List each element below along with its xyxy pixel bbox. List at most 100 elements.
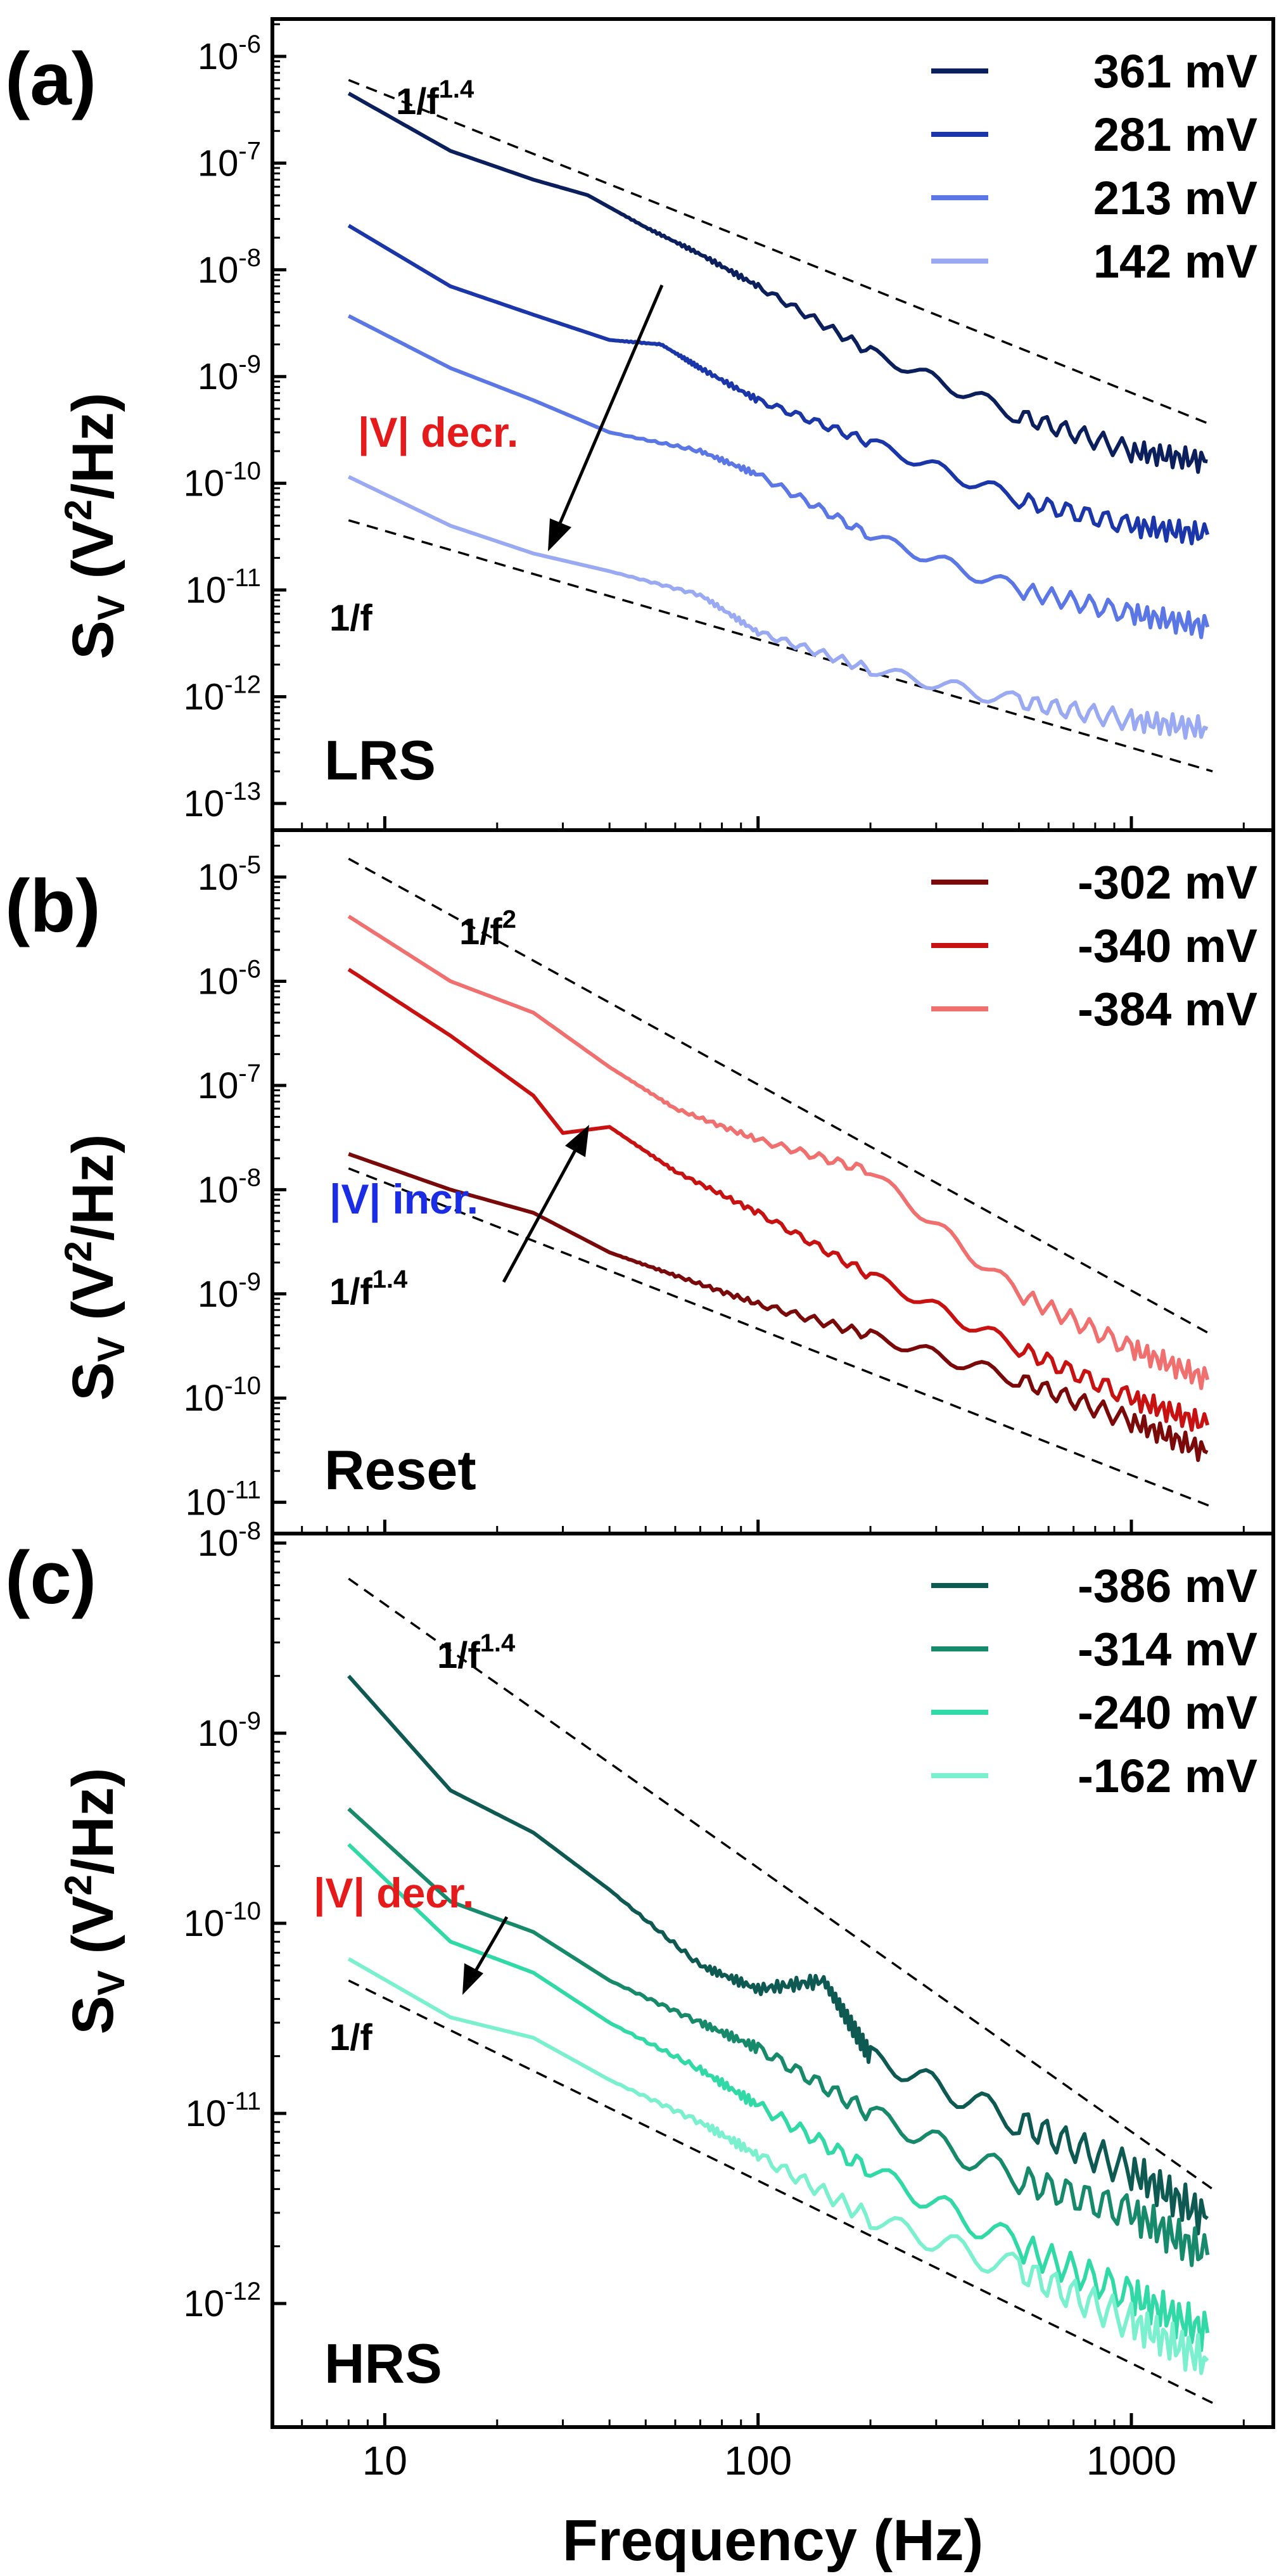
panel-a-ytick-label: 10-7 (198, 137, 261, 184)
legend-label: -386 mV (1078, 1560, 1257, 1612)
panel-a-state-label: LRS (324, 729, 436, 791)
panel-b-ytick-label: 10-11 (186, 1477, 261, 1523)
reference-line (348, 519, 1213, 772)
panel-b-legend: -302 mV -340 mV -384 mV (931, 856, 1257, 1035)
panel-a: (a) SV (V2/Hz) 10-6 10-7 10-8 10-9 10-10 10-1… (5, 17, 1275, 832)
panel-a-ylabel-unit-sup: 2 (57, 499, 99, 520)
panel-a-ytick-label: 10-13 (184, 778, 261, 824)
panel-b-ytick-label: 10-6 (198, 955, 261, 1002)
panel-b-ytick-label: 10-8 (198, 1163, 261, 1210)
panel-a-ylabel-main: S (61, 620, 125, 659)
panel-c-reference-lines (348, 1577, 1214, 2404)
panel-a-annotation: |V| decr. (358, 409, 518, 457)
legend-label: -240 mV (1078, 1686, 1257, 1739)
panel-a-ref-upper-label: 1/f1.4 (396, 75, 474, 122)
panel-b-ylabel-unit-pre: (V (61, 1262, 125, 1337)
panel-c-letter: (c) (5, 1536, 96, 1620)
legend-label: 281 mV (1093, 108, 1257, 161)
panel-c-annotation: |V| decr. (314, 1869, 474, 1918)
panel-c-annotation-arrowhead (462, 1963, 483, 1995)
reference-line (348, 1577, 1214, 2190)
legend-label: -340 mV (1078, 920, 1257, 972)
panel-b-ref-upper-label: 1/f2 (459, 906, 516, 952)
panel-c-ytick-label: 10-9 (198, 1707, 261, 1754)
series-line--302-mV (348, 1152, 1209, 1463)
x-tick-label: 10 (362, 2438, 407, 2483)
series-line-361-mV (347, 91, 1208, 474)
panel-c-ylabel-main: S (61, 1996, 125, 2034)
series-line--384-mV (347, 914, 1210, 1390)
panel-c-ytick-label: 10-12 (184, 2278, 261, 2324)
panel-b-annotation: |V| incr. (329, 1176, 478, 1224)
panel-c-series (347, 1674, 1210, 2375)
legend-label: 142 mV (1093, 235, 1257, 288)
reference-line (348, 79, 1213, 426)
panel-c-ytick-label: 10-10 (184, 1897, 261, 1944)
panel-a-ylabel: SV (V2/Hz) (57, 393, 132, 660)
legend-label: -314 mV (1078, 1623, 1257, 1676)
panel-a-yticks: 10-6 10-7 10-8 10-9 10-10 10-11 10-12 10-13 (184, 23, 286, 824)
panel-c-annotation-arrow (472, 1916, 509, 1975)
panel-a-annotation-arrow (556, 285, 664, 530)
panel-a-ytick-label: 10-10 (184, 458, 261, 504)
x-tick-label: 100 (724, 2438, 792, 2483)
legend-label: 213 mV (1093, 172, 1257, 224)
panel-a-ylabel-unit-pre: (V (61, 521, 125, 596)
panel-a-reference-lines (348, 79, 1213, 772)
series-line-281-mV (347, 224, 1210, 546)
panel-c: (c) SV (V2/Hz) 10-8 10-9 10-10 10-11 10-12 -… (5, 1517, 1275, 2429)
svg-text:SV (V2/Hz): SV (V2/Hz) (57, 1134, 132, 1401)
panel-b-xtickmarks (271, 1520, 1245, 1534)
panel-c-ylabel: SV (V2/Hz) (57, 1768, 132, 2035)
series-line--314-mV (347, 1807, 1210, 2267)
panel-a-ytick-label: 10-11 (186, 564, 261, 611)
panel-c-ytick-label: 10-8 (198, 1517, 261, 1564)
panel-b-ytick-label: 10-9 (198, 1268, 261, 1315)
panel-b: (b) SV (V2/Hz) 10-5 10-6 10-7 10-8 10-9 10-10… (5, 828, 1275, 1535)
legend-label: -302 mV (1078, 856, 1257, 909)
panel-b-reference-lines (348, 857, 1213, 1508)
panel-a-ytick-label: 10-6 (198, 30, 261, 77)
panel-b-ytick-label: 10-10 (184, 1372, 261, 1419)
panel-a-ref-lower-label: 1/f (329, 598, 372, 639)
panel-a-annotation-arrowhead (548, 518, 571, 551)
panel-b-ylabel-main: S (61, 1362, 125, 1400)
svg-text:SV (V2/Hz): SV (V2/Hz) (57, 393, 132, 660)
series-line--340-mV (347, 968, 1210, 1432)
legend-label: 361 mV (1093, 45, 1257, 98)
series-line--240-mV (347, 1843, 1210, 2352)
panel-a-ylabel-unit-post: /Hz) (61, 393, 125, 500)
panel-c-ylabel-sub: V (90, 1970, 132, 1996)
panel-c-yticks: 10-8 10-9 10-10 10-11 10-12 (184, 1517, 286, 2324)
panel-a-legend: 361 mV 281 mV 213 mV 142 mV (931, 45, 1257, 288)
panel-b-ytick-label: 10-7 (198, 1060, 261, 1106)
panel-c-ytick-label: 10-11 (186, 2087, 261, 2134)
x-axis-label: Frequency (Hz) (563, 2508, 984, 2573)
x-tick-labels: 10 100 1000 (362, 2438, 1176, 2483)
reference-line (348, 1167, 1213, 1508)
panel-b-ref-lower-label: 1/f1.4 (329, 1266, 408, 1312)
series-line-213-mV (347, 314, 1210, 639)
series-line--386-mV (347, 1674, 1209, 2236)
panel-c-ref-upper-label: 1/f1.4 (437, 1629, 516, 1676)
legend-label: -162 mV (1078, 1750, 1257, 1802)
panel-a-ytick-label: 10-8 (198, 244, 261, 291)
panel-b-ytick-label: 10-5 (198, 851, 261, 898)
x-tick-label: 1000 (1086, 2438, 1176, 2483)
panel-c-state-label: HRS (324, 2332, 442, 2395)
panel-b-letter: (b) (5, 864, 101, 948)
panel-a-ylabel-sub: V (90, 595, 132, 620)
panel-c-ylabel-unit-sup: 2 (57, 1874, 99, 1895)
panel-a-ytick-label: 10-9 (198, 350, 261, 397)
panel-a-letter: (a) (5, 37, 96, 121)
reference-line (348, 1979, 1213, 2404)
panel-a-ytick-label: 10-12 (184, 670, 261, 717)
panel-c-ylabel-unit-pre: (V (61, 1896, 125, 1971)
svg-text:SV (V2/Hz): SV (V2/Hz) (57, 1768, 132, 2035)
series-line--162-mV (347, 1957, 1209, 2375)
panel-b-annotation-arrow (502, 1144, 580, 1283)
panel-b-ylabel: SV (V2/Hz) (57, 1134, 132, 1401)
panel-c-ref-lower-label: 1/f (329, 2017, 372, 2058)
panel-a-series (347, 91, 1210, 740)
panel-b-ylabel-sub: V (90, 1336, 132, 1362)
